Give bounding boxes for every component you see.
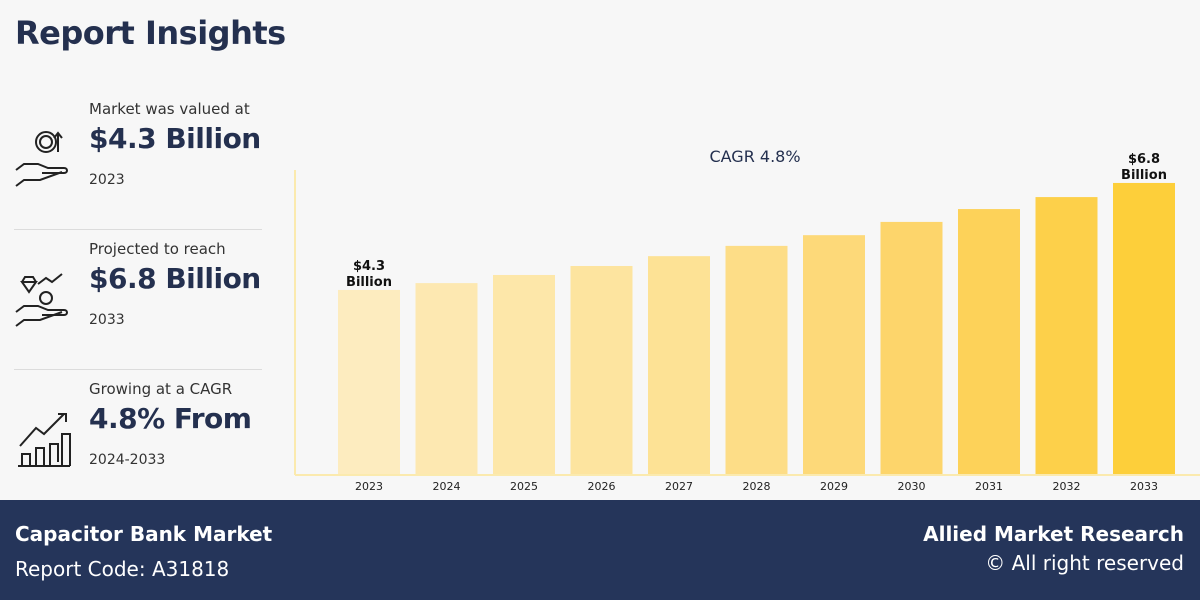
x-tick-label: 2032: [1053, 480, 1081, 493]
x-tick-label: 2024: [433, 480, 461, 493]
data-label: $4.3: [353, 259, 385, 274]
copyright: © All right reserved: [985, 551, 1184, 575]
data-label: Billion: [346, 275, 392, 290]
page-title: Report Insights: [15, 14, 286, 52]
bar-2029: [803, 235, 865, 474]
stat-period: 2024-2033: [89, 452, 166, 468]
bar-2025: [493, 274, 555, 474]
stat-market-value: Market was valued at $4.3 Billion 2023: [14, 100, 262, 230]
stat-year: 2023: [89, 172, 125, 188]
x-tick-label: 2023: [355, 480, 383, 493]
stat-label: Growing at a CAGR: [89, 380, 233, 398]
hand-diamond-coin-icon: [15, 273, 68, 327]
brand-name: Allied Market Research: [923, 522, 1184, 546]
x-tick-label: 2030: [898, 480, 926, 493]
stat-projected-value: Projected to reach $6.8 Billion 2033: [14, 240, 262, 370]
market-name: Capacitor Bank Market: [15, 522, 273, 546]
x-tick-label: 2033: [1130, 480, 1158, 493]
bar-2031: [958, 209, 1020, 474]
data-label: Billion: [1121, 168, 1167, 183]
bar-2033: [1113, 182, 1175, 474]
x-tick-label: 2029: [820, 480, 848, 493]
x-tick-label: 2026: [588, 480, 616, 493]
bar-2028: [725, 245, 788, 474]
bar-growth-arrow-icon: [18, 413, 71, 467]
report-code: Report Code: A31818: [15, 557, 230, 581]
footer: Capacitor Bank Market Report Code: A3181…: [0, 500, 1200, 600]
stat-value: 4.8% From: [89, 402, 252, 435]
hand-coin-growth-icon: [15, 131, 68, 187]
data-label: $6.8: [1128, 152, 1160, 167]
stat-value: $6.8 Billion: [89, 262, 261, 295]
stat-label: Market was valued at: [89, 100, 250, 118]
stat-label: Projected to reach: [89, 240, 226, 258]
bar-2030: [880, 221, 943, 474]
stat-year: 2033: [89, 312, 125, 328]
stat-value: $4.3 Billion: [89, 122, 261, 155]
bar-2024: [415, 283, 478, 474]
bar-2032: [1035, 197, 1098, 475]
chart-title: CAGR 4.8%: [709, 147, 800, 166]
x-tick-label: 2028: [743, 480, 771, 493]
x-tick-label: 2031: [975, 480, 1003, 493]
bar-2026: [570, 265, 633, 474]
bar-2027: [648, 256, 710, 474]
bar-2023: [338, 289, 400, 474]
x-tick-label: 2027: [665, 480, 693, 493]
bar-chart: CAGR 4.8% 2023 2024 2025 2026 2027 2028 2029 203…: [294, 147, 1200, 493]
x-tick-label: 2025: [510, 480, 538, 493]
